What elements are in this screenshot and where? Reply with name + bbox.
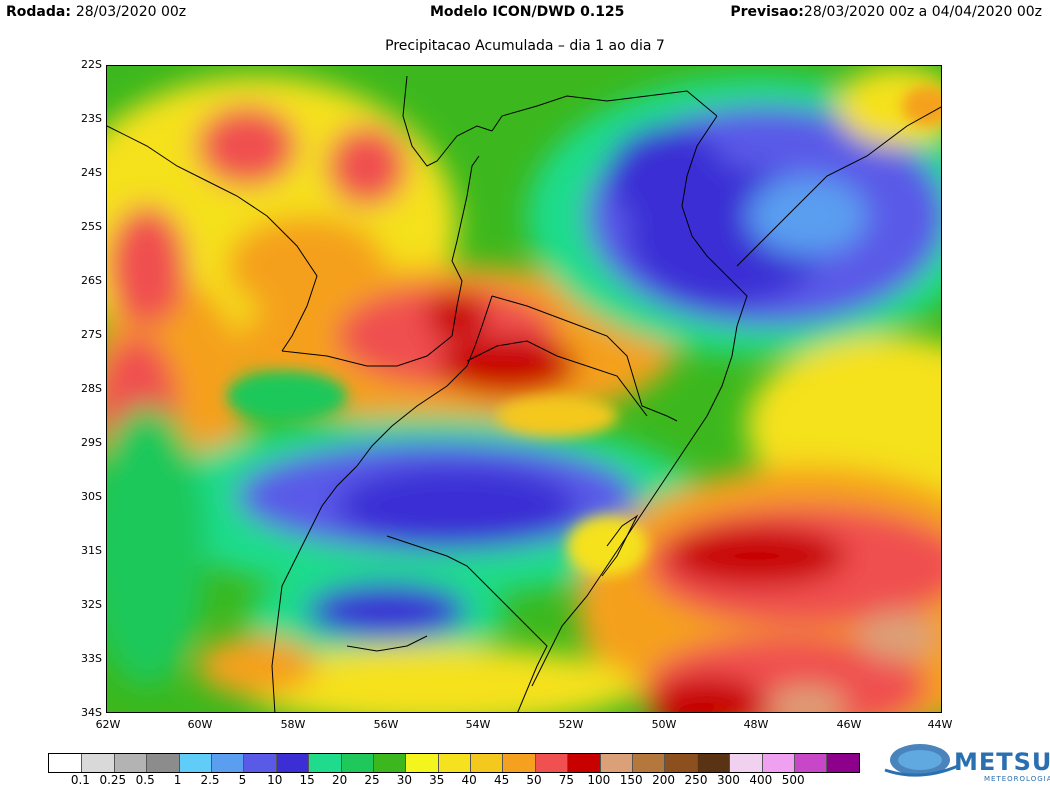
legend-label: 75 [558, 773, 575, 787]
legend-label: 250 [684, 773, 708, 787]
lon-label: 50W [651, 718, 677, 731]
legend-swatch [372, 754, 406, 772]
legend-label: 45 [493, 773, 510, 787]
legend-swatch [470, 754, 503, 772]
legend-label: 150 [619, 773, 643, 787]
legend-label: 300 [716, 773, 740, 787]
legend-label: 10 [267, 773, 283, 787]
legend-label: 50 [526, 773, 542, 787]
legend-swatch [308, 754, 341, 772]
forecast-label: Previsao: [730, 4, 804, 20]
lat-label: 22S [81, 58, 102, 71]
legend-swatch [632, 754, 665, 772]
forecast-value: 28/03/2020 00z a 04/04/2020 00z [803, 4, 1042, 20]
legend-swatch [405, 754, 438, 772]
legend-label: 100 [587, 773, 611, 787]
lat-label: 33S [81, 652, 102, 665]
legend-label: 0.5 [135, 773, 155, 787]
lon-label: 54W [465, 718, 491, 731]
color-legend [48, 753, 860, 773]
legend-swatch [793, 754, 827, 772]
legend-swatch [502, 754, 535, 772]
legend-swatch [210, 754, 244, 772]
legend-swatch [146, 754, 179, 772]
lat-label: 32S [81, 598, 102, 611]
logo-wordmark: METSUL [954, 748, 1050, 776]
logo-tagline: METEOROLOGIA [984, 775, 1050, 783]
legend-swatch [49, 754, 82, 772]
lon-label: 56W [373, 718, 399, 731]
lon-label: 46W [836, 718, 862, 731]
lon-label: 44W [927, 718, 953, 731]
legend-swatch [761, 754, 794, 772]
legend-swatch [113, 754, 147, 772]
lon-label: 62W [95, 718, 121, 731]
forecast-info: Previsao:28/03/2020 00z a 04/04/2020 00z [730, 4, 1042, 20]
lon-label: 48W [743, 718, 769, 731]
legend-label: 35 [429, 773, 445, 787]
legend-swatch [826, 754, 859, 772]
lat-label: 29S [81, 436, 102, 449]
lat-label: 28S [81, 382, 102, 395]
legend-label: 500 [781, 773, 805, 787]
precipitation-map [106, 65, 942, 713]
precipitation-shading [107, 66, 941, 712]
precipitation-detail [227, 86, 941, 576]
run-label: Rodada: [6, 4, 71, 20]
lat-label: 26S [81, 274, 102, 287]
legend-label: 400 [749, 773, 773, 787]
legend-label: 30 [396, 773, 413, 787]
legend-label: 5 [238, 773, 247, 787]
legend-swatch [534, 754, 568, 772]
legend-label: 200 [652, 773, 676, 787]
legend-swatch [664, 754, 697, 772]
legend-label: 0.1 [70, 773, 90, 787]
legend-swatch [340, 754, 373, 772]
lon-label: 52W [558, 718, 584, 731]
political-boundaries [107, 75, 941, 712]
lat-label: 25S [81, 220, 102, 233]
legend-label: 20 [331, 773, 348, 787]
map-subtitle: Precipitacao Acumulada – dia 1 ao dia 7 [385, 38, 665, 54]
legend-label: 1 [173, 773, 182, 787]
legend-swatch [599, 754, 633, 772]
run-value: 28/03/2020 00z [75, 4, 187, 20]
lat-label: 34S [81, 706, 102, 719]
legend-swatch [243, 754, 276, 772]
lat-label: 23S [81, 112, 102, 125]
legend-label: 25 [364, 773, 380, 787]
lat-label: 27S [81, 328, 102, 341]
lon-label: 58W [280, 718, 306, 731]
lat-label: 31S [81, 544, 102, 557]
lon-label: 60W [187, 718, 213, 731]
legend-swatch [567, 754, 600, 772]
legend-swatch [437, 754, 471, 772]
legend-swatch [178, 754, 211, 772]
legend-swatch [729, 754, 762, 772]
metsul-globe-icon [884, 744, 959, 777]
precipitation-field [107, 66, 941, 712]
legend-swatch [696, 754, 730, 772]
model-name: Modelo ICON/DWD 0.125 [430, 4, 625, 20]
lat-label: 24S [81, 166, 102, 179]
lat-label: 30S [81, 490, 102, 503]
legend-swatch [81, 754, 114, 772]
legend-label: 0.25 [99, 773, 127, 787]
legend-label: 2.5 [200, 773, 220, 787]
legend-label: 40 [461, 773, 477, 787]
run-info: Rodada: 28/03/2020 00z [6, 4, 186, 20]
legend-label: 15 [299, 773, 315, 787]
legend-swatch [275, 754, 309, 772]
